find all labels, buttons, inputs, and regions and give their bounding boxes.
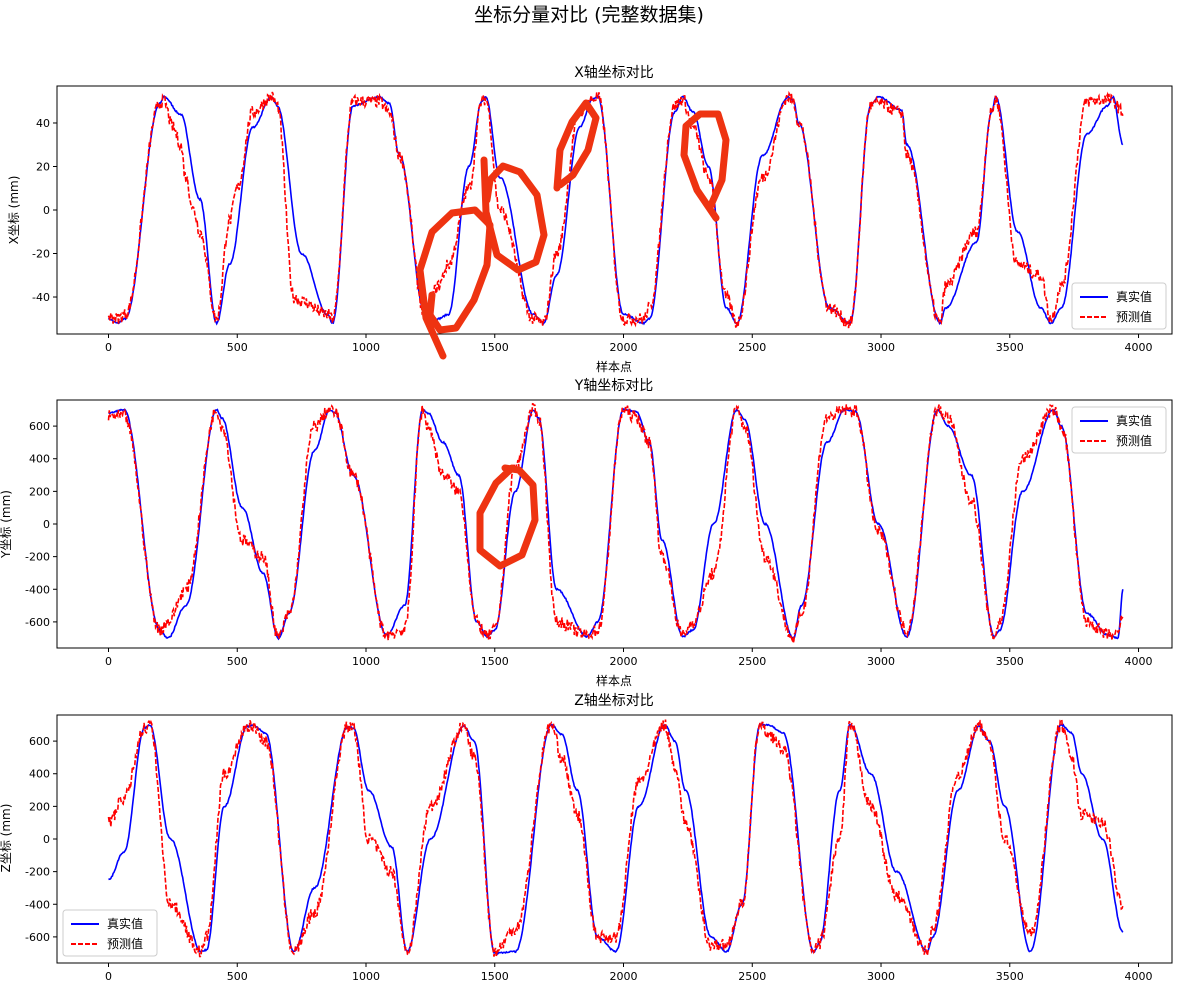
x-tick-label: 3500 — [996, 655, 1024, 668]
x-tick-label: 2500 — [738, 970, 766, 983]
annotation-circle-4 — [680, 110, 730, 222]
x-tick-label: 2500 — [738, 655, 766, 668]
x-label-y: 样本点 — [596, 673, 632, 688]
x-tick-label: 3500 — [996, 341, 1024, 354]
y-label-y: Y坐标 (mm) — [0, 490, 13, 559]
y-tick-label: 400 — [29, 453, 50, 466]
x-tick-label: 3000 — [867, 655, 895, 668]
y-tick-label: -600 — [25, 931, 50, 944]
y-tick-label: 40 — [36, 117, 50, 130]
y-label-x: X坐标 (mm) — [7, 176, 21, 245]
y-label-z: Z坐标 (mm) — [0, 804, 13, 873]
legend-label: 预测值 — [107, 936, 143, 951]
predicted-series-line — [107, 90, 1124, 329]
panel-title-x: X轴坐标对比 — [574, 65, 654, 81]
x-tick-label: 1500 — [481, 655, 509, 668]
x-tick-label: 2000 — [610, 655, 638, 668]
x-tick-label: 1500 — [481, 970, 509, 983]
true-series-line — [108, 722, 1124, 956]
x-tick-label: 1000 — [352, 341, 380, 354]
legend-label: 真实值 — [1116, 289, 1152, 304]
z-axis-panel: Z轴坐标对比 Z坐标 (mm) 0 500 1000 1500 2000 2500 3000… — [0, 693, 1173, 983]
y-tick-label: 200 — [29, 800, 50, 813]
x-label-x: 样本点 — [596, 359, 632, 374]
y-tick-label: 20 — [36, 160, 50, 173]
legend-label: 预测值 — [1116, 433, 1152, 448]
y-tick-label: 0 — [43, 518, 50, 531]
y-tick-label: 0 — [43, 204, 50, 217]
x-tick-label: 3000 — [867, 970, 895, 983]
legend-label: 真实值 — [1116, 413, 1152, 428]
predicted-series-line — [107, 718, 1124, 958]
predicted-series-line — [107, 402, 1124, 644]
x-axis-panel: X轴坐标对比 样本点 X坐标 (mm) 0 500 1000 1500 2000 2500… — [7, 65, 1173, 374]
y-tick-label: 600 — [29, 420, 50, 433]
annotation-circle-3 — [553, 99, 600, 192]
x-tick-label: 2000 — [610, 341, 638, 354]
x-tick-label: 3000 — [867, 341, 895, 354]
plot-frame-z — [56, 714, 1173, 964]
x-tick-label: 3500 — [996, 970, 1024, 983]
x-tick-label: 500 — [227, 341, 248, 354]
x-tick-label: 4000 — [1125, 970, 1153, 983]
true-series-line — [107, 407, 1124, 641]
panel-title-y: Y轴坐标对比 — [574, 378, 654, 394]
y-tick-label: 400 — [29, 768, 50, 781]
x-tick-label: 4000 — [1125, 341, 1153, 354]
x-tick-label: 0 — [105, 655, 112, 668]
x-tick-label: 0 — [105, 341, 112, 354]
legend-label: 真实值 — [107, 916, 143, 931]
figure-title: 坐标分量对比 (完整数据集) — [474, 4, 704, 26]
x-tick-label: 1000 — [352, 655, 380, 668]
x-tick-label: 1000 — [352, 970, 380, 983]
y-tick-label: -400 — [25, 898, 50, 911]
annotation-circle-5 — [476, 464, 539, 570]
y-tick-label: -200 — [25, 866, 50, 879]
legend-label: 预测值 — [1116, 309, 1152, 324]
x-tick-label: 0 — [105, 970, 112, 983]
hand-drawn-annotations — [416, 99, 730, 570]
y-tick-label: -200 — [25, 551, 50, 564]
x-tick-label: 1500 — [481, 341, 509, 354]
y-tick-label: -400 — [25, 583, 50, 596]
y-tick-label: -40 — [32, 291, 50, 304]
y-tick-label: 600 — [29, 735, 50, 748]
plot-frame-x — [56, 85, 1173, 335]
y-tick-label: 200 — [29, 485, 50, 498]
true-series-line — [107, 95, 1124, 326]
panel-title-z: Z轴坐标对比 — [574, 693, 654, 709]
y-tick-label: 0 — [43, 833, 50, 846]
x-tick-label: 500 — [227, 970, 248, 983]
y-axis-panel: Y轴坐标对比 样本点 Y坐标 (mm) 0 500 1000 1500 2000 2500… — [0, 378, 1173, 688]
x-tick-label: 2000 — [610, 970, 638, 983]
y-tick-label: -600 — [25, 616, 50, 629]
y-tick-label: -20 — [32, 248, 50, 261]
x-tick-label: 4000 — [1125, 655, 1153, 668]
x-tick-label: 2500 — [738, 341, 766, 354]
annotation-circle-2 — [480, 156, 548, 274]
x-tick-label: 500 — [227, 655, 248, 668]
